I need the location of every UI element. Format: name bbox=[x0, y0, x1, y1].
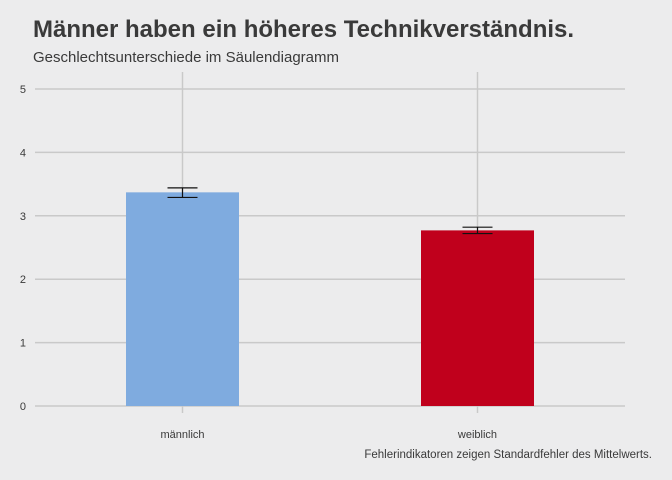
x-tick-label: männlich bbox=[160, 429, 204, 441]
y-tick-label: 1 bbox=[20, 338, 26, 350]
y-tick-label: 2 bbox=[20, 274, 26, 286]
chart-title: Männer haben ein höheres Technikverständ… bbox=[33, 16, 574, 43]
y-tick-label: 3 bbox=[20, 211, 26, 223]
bar-weiblich bbox=[421, 230, 534, 406]
y-tick-label: 4 bbox=[20, 147, 26, 159]
y-tick-label: 0 bbox=[20, 401, 26, 413]
plot-area: 0 1 2 3 4 5 männlich weiblich bbox=[20, 72, 625, 441]
x-tick-label: weiblich bbox=[457, 429, 497, 441]
chart-caption: Fehlerindikatoren zeigen Standardfehler … bbox=[364, 449, 652, 461]
chart-subtitle: Geschlechtsunterschiede im Säulendiagram… bbox=[33, 49, 339, 66]
bar-maennlich bbox=[126, 192, 239, 406]
y-tick-label: 5 bbox=[20, 84, 26, 96]
